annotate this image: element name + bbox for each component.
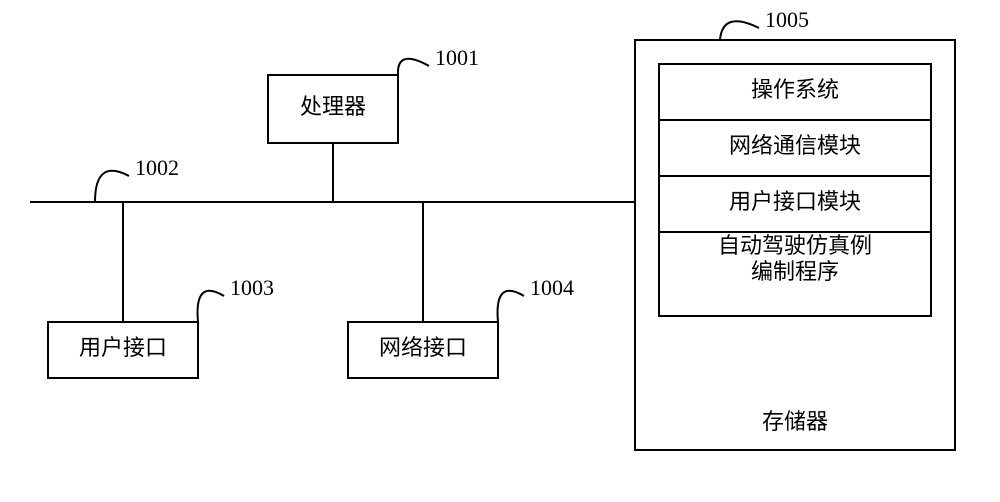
user_if-label: 用户接口 [79,335,167,360]
leader-1003 [198,291,224,322]
ref-1003: 1003 [230,275,274,300]
processor-label: 处理器 [300,94,366,119]
ref-1001: 1001 [435,45,479,70]
storage-item-2-label: 用户接口模块 [729,189,861,214]
net_if-label: 网络接口 [379,335,467,360]
leader-1001 [398,59,429,75]
leader-1004 [498,291,524,322]
storage-item-1-label: 网络通信模块 [729,133,861,158]
storage-item-0-label: 操作系统 [751,77,839,102]
leader-1005 [720,21,759,40]
ref-1002: 1002 [135,155,179,180]
storage-label: 存储器 [762,409,828,434]
ref-1004: 1004 [530,275,574,300]
leader-1002 [95,171,129,202]
ref-1005: 1005 [765,7,809,32]
